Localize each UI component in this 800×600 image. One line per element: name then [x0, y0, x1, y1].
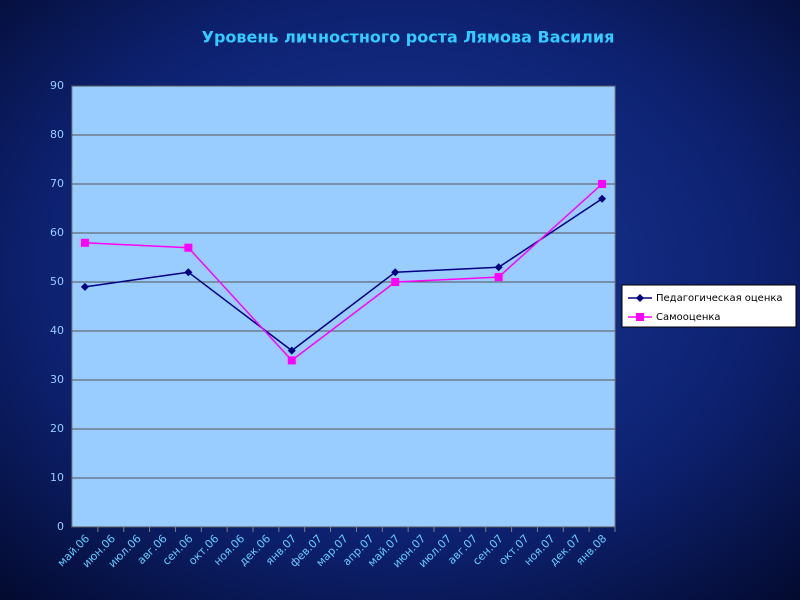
- point: [80, 238, 89, 247]
- line-segment: [187, 271, 293, 352]
- y-tick-label: 30: [50, 373, 64, 386]
- line-segment: [395, 266, 499, 273]
- legend: [621, 284, 797, 328]
- legend-label: Самооценка: [656, 312, 721, 323]
- y-tick-label: 40: [50, 324, 64, 337]
- line-segment: [395, 276, 499, 283]
- point: [598, 180, 607, 188]
- point: [80, 282, 89, 291]
- chart-title: Уровень личностного роста Лямова Василия: [202, 28, 615, 47]
- line-segment: [291, 271, 396, 352]
- y-tick-label: 50: [50, 275, 64, 288]
- line-segment: [84, 271, 189, 288]
- point: [391, 268, 400, 277]
- line-segment: [84, 242, 189, 249]
- line-segment: [498, 183, 603, 278]
- y-tick-label: 80: [50, 128, 64, 141]
- point: [598, 194, 607, 203]
- point: [184, 243, 193, 252]
- y-tick-label: 10: [50, 471, 64, 484]
- y-tick-label: 90: [50, 79, 64, 92]
- point: [184, 268, 193, 277]
- point: [287, 346, 296, 355]
- legend-marker: [636, 294, 644, 302]
- point: [494, 263, 503, 272]
- y-tick-label: 70: [50, 177, 64, 190]
- line-segment: [291, 281, 396, 361]
- point: [391, 278, 400, 286]
- y-tick-label: 0: [57, 520, 64, 533]
- legend-marker: [636, 313, 644, 321]
- legend-label: Педагогическая оценка: [656, 293, 783, 304]
- y-tick-label: 60: [50, 226, 64, 239]
- point: [287, 356, 296, 365]
- plot-area: [71, 85, 616, 528]
- line-segment: [498, 198, 603, 268]
- point: [494, 273, 503, 282]
- y-tick-label: 20: [50, 422, 64, 435]
- line-segment: [187, 247, 293, 361]
